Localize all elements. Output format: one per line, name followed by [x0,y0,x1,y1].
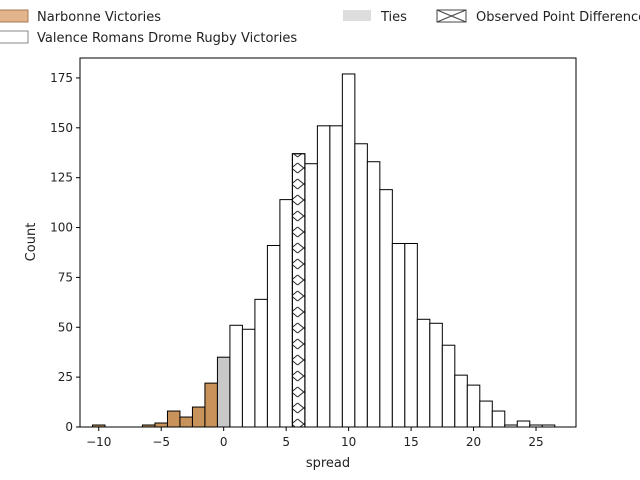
bar-valence-romans-drome-rugby-victories [391,242,406,428]
bar-valence-romans-drome-rugby-victories [404,242,418,428]
plot-area-frame [79,57,577,428]
legend-entry-observed: Observed Point Difference [436,9,640,25]
bar-valence-romans-drome-rugby-victories [416,318,431,428]
x-tick-label: 5 [282,435,290,449]
bar-ties [216,356,231,428]
bar-valence-romans-drome-rugby-victories [304,163,318,428]
bar-narbonne-victories [204,382,218,428]
x-axis-ticks: −10 −5 0 5 10 15 20 25 [86,427,544,449]
bar-valence-romans-drome-rugby-victories [354,143,368,428]
bar-valence-romans-drome-rugby-victories [316,125,331,428]
legend-entry-narbonne: Narbonne Victories [0,9,161,25]
bar-valence-romans-drome-rugby-victories [379,189,393,428]
legend-swatch-narbonne [0,9,29,23]
bar-valence-romans-drome-rugby-victories [516,420,531,428]
x-tick-label: 0 [220,435,228,449]
bar-valence-romans-drome-rugby-victories [241,328,256,428]
x-tick-label: −5 [152,435,170,449]
x-tick-label: 20 [466,435,481,449]
y-axis-ticks: 0 25 50 75 100 125 150 175 [50,71,80,434]
bar-narbonne-victories [179,416,193,428]
x-tick-label: −10 [86,435,111,449]
x-axis-label: spread [306,456,350,471]
legend: Narbonne Victories Valence Romans Drome … [0,9,640,46]
y-tick-label: 0 [65,420,73,434]
legend-label-ties: Ties [380,10,407,25]
bar-valence-romans-drome-rugby-victories [429,322,443,428]
x-tick-label: 15 [403,435,418,449]
bar-valence-romans-drome-rugby-victories [341,73,356,428]
bar-narbonne-victories [191,406,206,428]
x-tick-label: 25 [528,435,543,449]
bar-valence-romans-drome-rugby-victories [454,374,468,428]
bar-valence-romans-drome-rugby-victories [279,199,293,428]
legend-swatch-observed-hatch [436,9,467,23]
legend-swatch-ties [343,10,371,21]
bar-valence-romans-drome-rugby-victories [466,384,481,428]
y-tick-label: 150 [50,121,73,135]
legend-label-observed: Observed Point Difference [476,10,640,25]
bar-narbonne-victories [166,410,181,428]
y-tick-label: 100 [50,221,73,235]
y-axis-label: Count [24,223,39,262]
bar-valence-romans-drome-rugby-victories [491,410,506,428]
legend-swatch-valence [0,30,29,44]
y-tick-label: 125 [50,171,73,185]
bar-valence-romans-drome-rugby-victories [366,161,381,428]
bar-observed-point-difference-hatch [291,153,306,428]
bar-valence-romans-drome-rugby-victories [441,344,456,428]
x-tick-label: 10 [341,435,356,449]
y-tick-label: 50 [58,320,73,334]
y-tick-label: 75 [58,270,73,284]
bar-narbonne-victories [154,422,168,428]
legend-label-valence: Valence Romans Drome Rugby Victories [37,31,297,46]
y-tick-label: 25 [58,370,73,384]
legend-entry-valence: Valence Romans Drome Rugby Victories [0,30,297,46]
bar-valence-romans-drome-rugby-victories [254,298,268,428]
legend-entry-ties: Ties [343,10,407,25]
bar-valence-romans-drome-rugby-victories [329,125,343,428]
bar-valence-romans-drome-rugby-victories [229,324,243,428]
y-tick-label: 175 [50,71,73,85]
bar-valence-romans-drome-rugby-victories [266,244,281,428]
bar-valence-romans-drome-rugby-victories [479,400,493,428]
histogram-bars [91,73,556,428]
legend-label-narbonne: Narbonne Victories [37,10,161,25]
